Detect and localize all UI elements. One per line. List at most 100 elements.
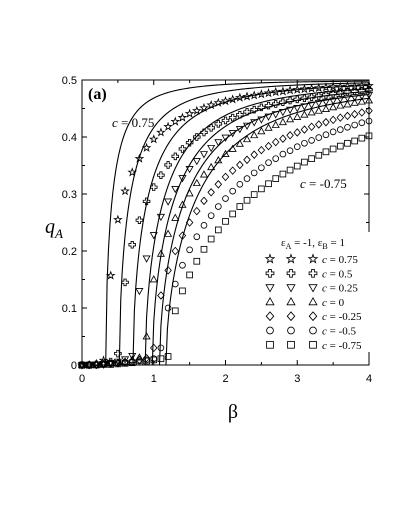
data-point-diamond xyxy=(264,141,273,151)
data-point-triangle-down xyxy=(278,109,287,117)
data-point-triangle-down xyxy=(221,134,230,142)
data-point-cross xyxy=(164,161,172,169)
data-point-circle xyxy=(286,147,294,155)
data-point-star xyxy=(328,81,338,91)
annotation-c-075: c = 0.75 xyxy=(112,115,154,130)
data-point-triangle-down xyxy=(235,126,244,134)
data-point-diamond xyxy=(350,109,359,119)
legend-label-variable: c xyxy=(322,297,327,309)
data-point-circle xyxy=(329,128,337,136)
data-point-diamond xyxy=(358,108,366,117)
data-point-square xyxy=(215,226,222,234)
data-point-cross xyxy=(121,278,129,287)
theory-curve-1 xyxy=(82,82,370,366)
data-point-cross xyxy=(329,89,337,98)
data-point-square xyxy=(272,175,280,182)
legend-marker-cross xyxy=(265,268,275,278)
legend-marker-diamond xyxy=(265,311,275,322)
data-point-cross xyxy=(157,171,165,179)
x-axis-label: β xyxy=(228,401,238,423)
legend-marker-square xyxy=(309,340,317,349)
data-point-diamond xyxy=(271,137,280,147)
data-point-triangle-up xyxy=(242,134,252,143)
data-point-square xyxy=(164,353,172,360)
data-point-cross xyxy=(300,94,309,102)
data-point-square xyxy=(322,148,330,156)
data-point-triangle-down xyxy=(357,93,366,101)
x-tick-label: 3 xyxy=(294,373,300,385)
y-axis-label: qA xyxy=(45,216,63,241)
data-point-cross xyxy=(114,349,122,358)
data-point-star xyxy=(220,96,231,106)
data-point-cross xyxy=(128,240,136,249)
data-point-triangle-down xyxy=(142,255,151,263)
legend-label-variable: c xyxy=(322,268,327,280)
data-point-star xyxy=(113,214,123,224)
data-point-triangle-up xyxy=(314,106,323,114)
data-point-triangle-up xyxy=(300,110,309,118)
data-point-circle xyxy=(250,169,258,177)
data-point-cross xyxy=(279,98,287,106)
data-point-triangle-down xyxy=(350,94,359,102)
data-point-circle xyxy=(308,137,315,144)
data-point-triangle-up xyxy=(99,360,108,368)
legend-label-variable: c xyxy=(322,254,327,266)
data-point-triangle-up xyxy=(350,98,359,106)
data-point-cross xyxy=(243,108,251,116)
data-point-triangle-down xyxy=(250,119,259,127)
data-point-star xyxy=(313,82,324,93)
legend-marker-triangle-up xyxy=(265,296,275,306)
data-point-star xyxy=(292,84,303,94)
data-point-square xyxy=(336,142,344,150)
data-point-star xyxy=(141,142,152,152)
legend-label: c = 0.5 xyxy=(322,268,353,280)
data-point-circle xyxy=(279,150,287,158)
data-point-diamond xyxy=(92,360,101,370)
data-point-circle xyxy=(229,187,237,195)
data-point-diamond xyxy=(157,291,165,300)
data-point-circle xyxy=(301,139,308,147)
data-point-triangle-up xyxy=(77,360,87,368)
data-point-star xyxy=(342,81,353,91)
data-point-triangle-down xyxy=(228,130,237,138)
y-tick-label: 0 xyxy=(71,360,77,372)
data-point-square xyxy=(265,180,272,188)
data-point-diamond xyxy=(236,160,244,170)
data-point-star xyxy=(206,100,216,110)
data-point-triangle-up xyxy=(92,360,101,368)
x-tick-label: 0 xyxy=(79,373,85,385)
legend-label: c = -0.5 xyxy=(322,326,357,338)
legend-marker-star xyxy=(285,253,297,264)
data-point-triangle-down xyxy=(314,99,323,108)
data-point-square xyxy=(179,287,186,295)
x-tick-label: 4 xyxy=(366,373,372,385)
data-point-cross xyxy=(307,93,316,101)
x-tick-label: 2 xyxy=(222,373,228,385)
data-point-circle xyxy=(215,203,222,210)
data-point-square xyxy=(171,307,179,315)
data-point-diamond xyxy=(200,196,208,206)
data-point-triangle-down xyxy=(293,105,302,113)
data-point-square xyxy=(308,155,315,162)
data-point-star xyxy=(235,92,245,102)
data-point-star xyxy=(242,91,252,101)
data-point-diamond xyxy=(307,122,316,132)
data-point-triangle-down xyxy=(178,175,187,183)
legend-label-value: = 0 xyxy=(327,297,345,309)
data-point-triangle-up xyxy=(185,189,194,197)
data-point-diamond xyxy=(250,150,258,159)
data-point-star xyxy=(127,167,138,177)
data-point-circle xyxy=(236,180,244,188)
data-point-star xyxy=(321,82,331,92)
data-point-star xyxy=(227,94,238,104)
legend-label-variable: c xyxy=(322,311,327,323)
y-tick-label: 0.5 xyxy=(62,75,77,87)
x-tick-label: 1 xyxy=(151,373,157,385)
legend-marker-circle xyxy=(309,326,317,335)
y-tick-label: 0.3 xyxy=(62,189,77,201)
data-point-circle xyxy=(265,159,272,166)
data-point-cross xyxy=(200,128,208,137)
data-point-square xyxy=(157,355,165,363)
data-point-triangle-up xyxy=(321,104,331,112)
data-point-diamond xyxy=(221,172,230,182)
